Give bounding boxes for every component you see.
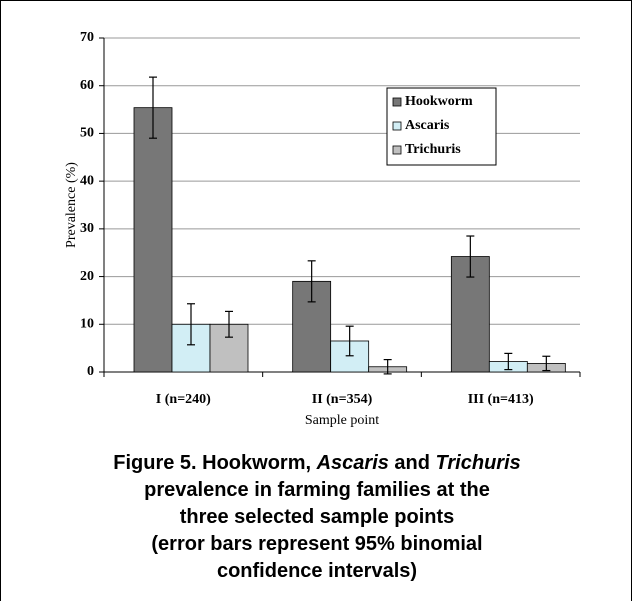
x-tick-label: II (n=354) xyxy=(312,392,373,407)
error-bar xyxy=(504,352,513,371)
y-tick-label: 20 xyxy=(80,269,94,284)
y-axis-label: Prevalence (%) xyxy=(64,162,79,248)
legend-swatch xyxy=(392,97,402,107)
error-bar xyxy=(345,325,354,357)
x-tick-label: III (n=413) xyxy=(468,392,534,407)
y-tick-label: 30 xyxy=(80,221,94,236)
y-tick-label: 40 xyxy=(80,173,94,188)
error-bar xyxy=(149,76,157,139)
error-bar xyxy=(466,235,475,278)
legend-label: Ascaris xyxy=(405,118,450,133)
error-bar xyxy=(383,358,392,375)
legend-label: Hookworm xyxy=(405,94,473,109)
x-tick-label: I (n=240) xyxy=(156,392,211,407)
caption-text: (error bars represent 95% binomial xyxy=(151,533,483,555)
caption-text: three selected sample points xyxy=(179,506,455,528)
caption-line: three selected sample points xyxy=(0,504,634,531)
caption-text: Trichuris xyxy=(435,452,521,474)
caption-text: and xyxy=(388,452,436,474)
y-tick-label: 60 xyxy=(80,78,94,93)
y-tick-label: 70 xyxy=(80,30,94,45)
x-axis-label: Sample point xyxy=(305,413,379,428)
caption-line: (error bars represent 95% binomial xyxy=(0,531,634,558)
caption: Figure 5. Hookworm, Ascaris and Trichuri… xyxy=(0,450,634,585)
legend-box xyxy=(386,87,497,166)
error-bar xyxy=(187,303,195,346)
chart: Prevalence (%) Sample point 0 10 20 30 40 50 6… xyxy=(64,30,581,428)
caption-line: prevalence in farming families at the xyxy=(0,477,634,504)
y-tick-label: 50 xyxy=(80,126,94,141)
error-bar xyxy=(225,310,233,338)
caption-text: Figure 5. Hookworm, xyxy=(113,452,317,474)
legend-swatch xyxy=(392,121,402,131)
error-bar xyxy=(307,260,316,303)
caption-text: prevalence in farming families at the xyxy=(144,479,490,501)
y-tick-label: 0 xyxy=(87,364,94,379)
bar xyxy=(133,107,173,373)
legend-label: Trichuris xyxy=(405,142,461,157)
caption-text: Ascaris xyxy=(316,452,389,474)
caption-text: confidence intervals) xyxy=(216,560,418,582)
error-bar xyxy=(542,355,551,372)
legend-swatch xyxy=(392,145,402,155)
y-tick-label: 10 xyxy=(80,317,94,332)
caption-line: Figure 5. Hookworm, Ascaris and Trichuri… xyxy=(0,450,634,477)
caption-line: confidence intervals) xyxy=(0,558,634,585)
